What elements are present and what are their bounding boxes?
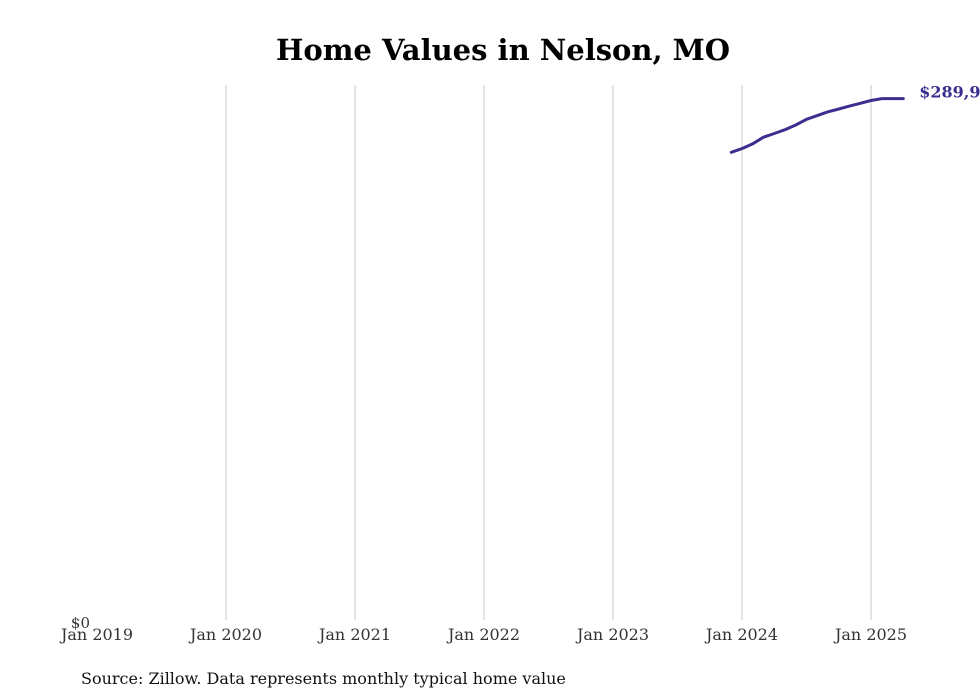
x-tick-label: Jan 2022 [446, 625, 520, 644]
chart-title: Home Values in Nelson, MO [276, 33, 730, 67]
source-note: Source: Zillow. Data represents monthly … [81, 669, 566, 688]
x-tick-label: Jan 2023 [575, 625, 649, 644]
series-group: $289,9 [729, 83, 980, 154]
y-tick-label: $0 [71, 614, 90, 632]
grid [225, 85, 872, 620]
end-value-label: $289,9 [919, 83, 980, 102]
x-tick-label: Jan 2021 [317, 625, 391, 644]
x-tick-labels: Jan 2019 Jan 2020 Jan 2021 Jan 2022 Jan 2023… [59, 625, 907, 644]
x-tick-label: Jan 2025 [833, 625, 907, 644]
x-tick-label: Jan 2020 [188, 625, 262, 644]
series-line [729, 97, 905, 154]
x-tick-label: Jan 2019 [59, 625, 133, 644]
x-tick-label: Jan 2024 [704, 625, 778, 644]
y-tick-labels: $0 [71, 614, 90, 632]
